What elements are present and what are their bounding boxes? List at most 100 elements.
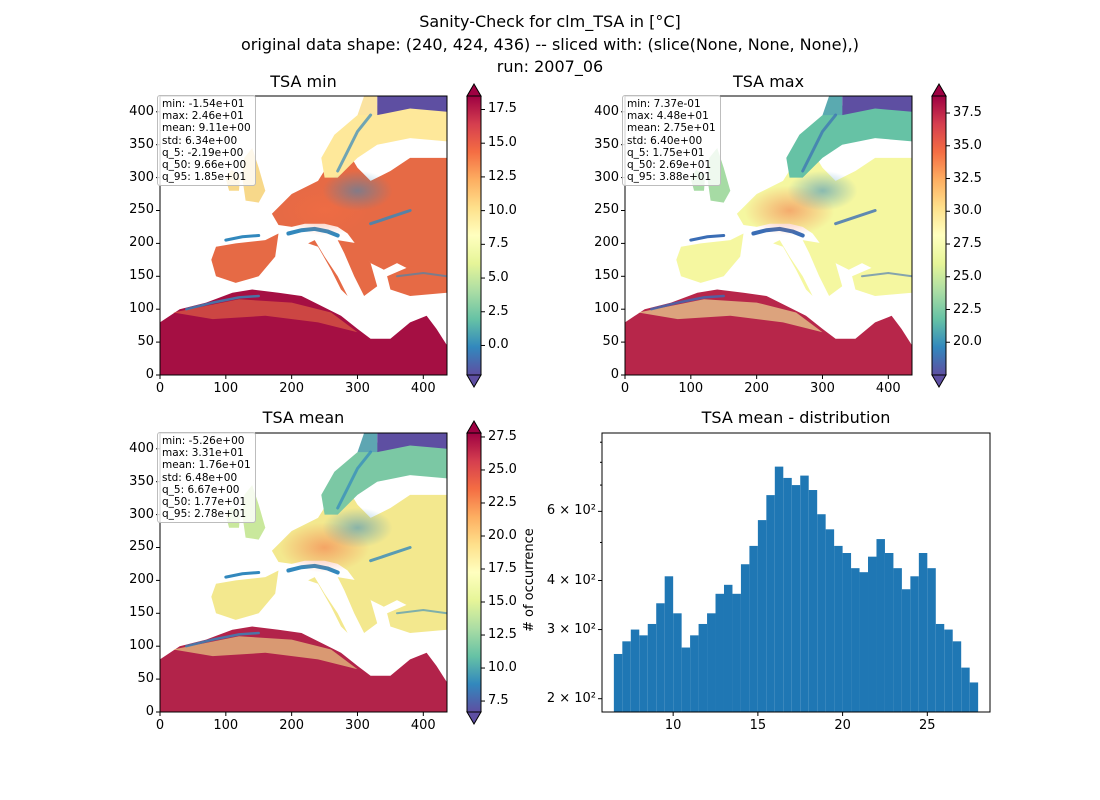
histogram-y-axis-label: # of occurrence	[522, 528, 537, 632]
histogram-bar	[952, 641, 962, 712]
histogram-bar	[749, 545, 758, 712]
map-land-scandinavia	[321, 96, 447, 178]
colorbar	[931, 95, 947, 376]
map-land-arctic-edge	[357, 433, 378, 453]
colorbar-tick-label: 15.0	[488, 594, 517, 609]
map-land-turkey	[852, 263, 912, 296]
stats-line: q_50: 9.66e+00	[162, 159, 247, 172]
histogram-bar	[707, 613, 716, 712]
y-tick-label: 100	[129, 638, 154, 654]
map-land-balkans	[337, 240, 378, 296]
map-carpathians	[369, 546, 412, 563]
histogram-bar	[969, 682, 979, 712]
stats-box-tsa-min: min: -1.54e+01 max: 2.46e+01 mean: 9.11e+0…	[157, 95, 256, 187]
histogram-bar	[639, 635, 648, 712]
histogram-bar	[800, 475, 809, 712]
stats-line: mean: 2.75e+01	[627, 122, 716, 135]
x-tick-label: 300	[345, 381, 370, 396]
x-tick-label: 400	[410, 381, 436, 396]
histogram-bar	[825, 529, 835, 712]
map-land-iberia	[211, 233, 279, 283]
x-tick-label: 0	[620, 381, 630, 396]
histogram-y-tick-label: 2 × 10²	[546, 690, 596, 706]
y-tick-label: 200	[129, 572, 154, 588]
map-axes-frame	[159, 432, 448, 713]
colorbar-tick-label: 15.0	[488, 135, 517, 151]
stats-line: max: 3.31e+01	[162, 447, 244, 460]
histogram-bar	[876, 539, 885, 712]
histogram-bar	[656, 603, 665, 712]
stats-line: q_5: 1.75e+01	[627, 146, 705, 159]
histogram-bar	[834, 545, 843, 712]
map-land-arctic	[377, 96, 447, 116]
colorbar-tick-label: 20.0	[488, 527, 517, 543]
colorbar-tick-label: 30.0	[953, 203, 982, 219]
histogram-bar	[664, 576, 674, 712]
colorbar-tick-label: 12.5	[488, 627, 517, 643]
stats-line: q_95: 3.88e+01	[627, 171, 712, 184]
colorbar-tick-label: 0.0	[488, 337, 509, 353]
x-tick-label: 200	[279, 381, 305, 396]
x-tick-label: 100	[678, 381, 704, 396]
map-land-atlas-band	[638, 299, 823, 333]
x-tick-label: 300	[810, 381, 835, 396]
histogram-bar	[817, 514, 826, 712]
map-atlas	[650, 294, 725, 311]
histogram-bars	[613, 466, 979, 712]
histogram-bar	[673, 613, 682, 712]
y-tick-label: 350	[129, 473, 154, 489]
map-land-iberia	[211, 570, 279, 620]
map-panel-0	[160, 96, 447, 375]
y-tick-label: 250	[594, 202, 619, 218]
map-scandes	[336, 450, 373, 510]
stats-line: mean: 9.11e+00	[162, 122, 251, 135]
map-atlas	[185, 631, 260, 648]
x-tick-label: 100	[213, 718, 239, 733]
y-tick-label: 400	[129, 103, 154, 119]
map-carpathians	[369, 209, 412, 226]
histogram-layer	[598, 432, 991, 716]
map-land-iberia	[676, 233, 744, 283]
histogram-bar	[808, 490, 818, 712]
colorbar-tick-label: 10.0	[488, 202, 517, 218]
map-land-italy	[308, 577, 348, 633]
stats-line: min: 7.37e-01	[627, 98, 701, 110]
colorbar-tick-label: 25.0	[953, 268, 982, 284]
y-tick-label: 300	[594, 169, 619, 185]
colorbar-tick-label: 37.5	[953, 105, 982, 121]
colorbar-tick-label: 27.5	[953, 236, 982, 251]
histogram-x-tick-label: 20	[834, 718, 851, 733]
histogram-y-tick-label: 6 × 10²	[546, 503, 596, 519]
y-tick-label: 150	[594, 268, 619, 284]
colorbar-extend-max	[466, 420, 482, 434]
colorbar	[466, 432, 482, 713]
stats-line: min: -1.54e+01	[162, 98, 245, 110]
y-tick-label: 350	[594, 136, 619, 152]
map-land-scandinavia	[786, 96, 912, 178]
colorbar-tick-label: 7.5	[488, 236, 509, 252]
stats-line: max: 2.46e+01	[162, 110, 244, 123]
histogram-bar	[901, 589, 911, 712]
colorbar-tick-label: 22.5	[953, 301, 982, 317]
y-tick-label: 150	[129, 605, 154, 621]
stats-line: q_5: 6.67e+00	[162, 483, 240, 496]
colorbar-tick-label: 17.5	[488, 101, 517, 117]
stats-line: mean: 1.76e+01	[162, 459, 251, 472]
colorbar-extend-min	[931, 374, 947, 388]
histogram-bar	[647, 623, 657, 712]
histogram-x-tick-label: 25	[919, 718, 936, 733]
stats-line: q_95: 1.85e+01	[162, 171, 247, 184]
histogram-bar	[884, 553, 894, 712]
stats-line: min: -5.26e+00	[162, 435, 245, 447]
colorbar-tick-label: 12.5	[488, 168, 517, 184]
colorbar-extend-max	[466, 83, 482, 97]
y-tick-label: 200	[129, 235, 154, 251]
colorbar-tick-label: 22.5	[488, 494, 517, 510]
figure-title-line1: Sanity-Check for clm_TSA in [°C]	[419, 12, 681, 31]
histogram-bar	[622, 641, 631, 712]
histogram-bar	[723, 584, 733, 712]
colorbar-tick-label: 5.0	[488, 270, 509, 286]
y-tick-label: 50	[137, 334, 154, 350]
y-tick-label: 250	[129, 202, 154, 218]
stats-line: q_50: 2.69e+01	[627, 159, 712, 172]
